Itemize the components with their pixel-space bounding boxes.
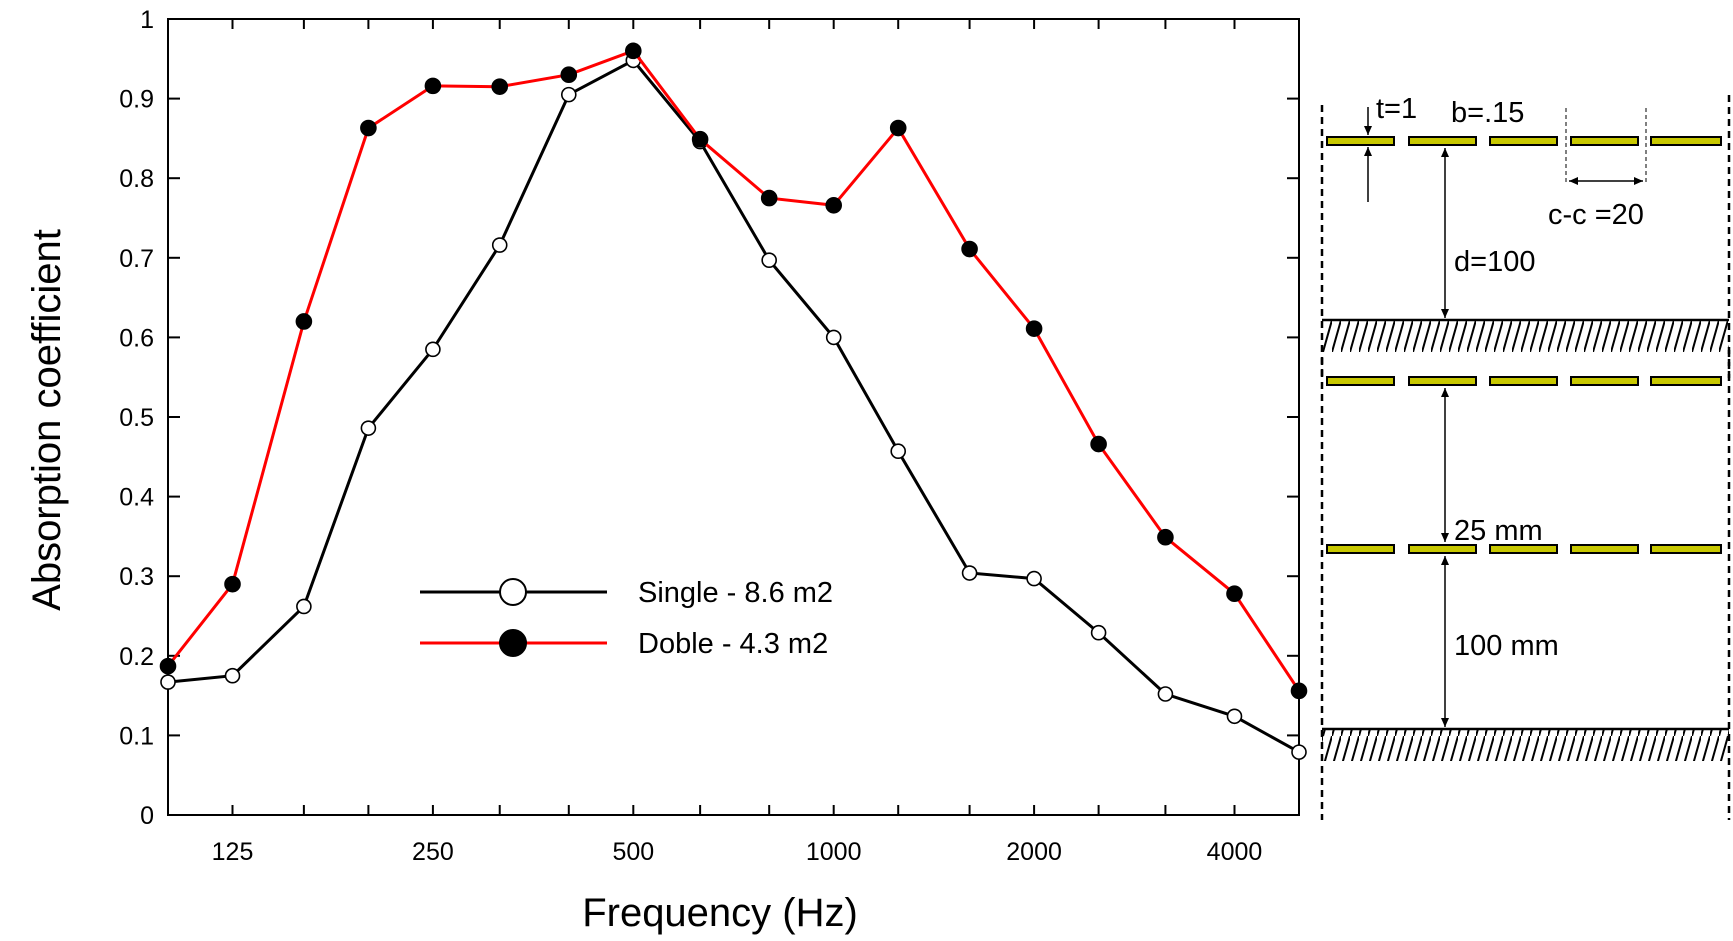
- x-tick-label: 250: [412, 838, 454, 866]
- perforated-panel-row: [1326, 136, 1722, 146]
- data-point: [1226, 585, 1243, 603]
- lower-panel-row: [1326, 544, 1722, 554]
- data-point: [1090, 624, 1107, 641]
- x-tick-label: 4000: [1207, 838, 1263, 866]
- y-axis-ticks: 0 0.1 0.2 0.3 0.4 0.5 0.6 0.7 0.8 0.9 1: [119, 6, 1299, 830]
- data-point: [1290, 682, 1308, 700]
- plot-frame: [167, 18, 1300, 816]
- depth-label: d=100: [1454, 246, 1535, 278]
- data-point: [425, 341, 441, 358]
- data-point: [560, 86, 577, 103]
- data-point: [1026, 570, 1042, 587]
- panel-strip: [1408, 544, 1477, 554]
- y-tick-label: 0.5: [119, 404, 154, 432]
- data-point: [296, 598, 312, 615]
- legend-label-doble: Doble - 4.3 m2: [638, 628, 828, 660]
- double-panel-diagram: 25 mm 100 mm: [1320, 350, 1731, 820]
- x-axis-title: Frequency (Hz): [582, 891, 858, 935]
- data-point: [360, 119, 377, 137]
- data-point: [1157, 528, 1174, 546]
- panel-strip: [1570, 544, 1639, 554]
- data-point: [1226, 708, 1243, 725]
- thickness-label: t=1: [1376, 93, 1417, 125]
- panel-strip: [1570, 376, 1639, 386]
- y-tick-label: 0.6: [119, 324, 154, 352]
- single-panel-diagram: t=1 b=.15 c-c =20 d=100: [1320, 93, 1731, 378]
- panel-strip: [1326, 136, 1395, 146]
- data-point: [491, 78, 509, 95]
- data-point: [1025, 320, 1043, 337]
- data-point: [160, 674, 176, 690]
- data-point: [224, 667, 241, 684]
- panel-strip: [1489, 136, 1558, 146]
- panel-strip: [1408, 376, 1477, 386]
- series-1: [159, 42, 1308, 700]
- data-point: [1090, 435, 1107, 453]
- absorption-chart: 00.10.20.30.40.50.60.70.80.91 125 250 500 1…: [25, 6, 1308, 935]
- panel-strip: [1650, 376, 1722, 386]
- x-tick-label: 125: [212, 838, 254, 866]
- upper-panel-row: [1326, 376, 1722, 386]
- y-tick-label: 0.8: [119, 165, 154, 193]
- y-axis-title: Absorption coefficient: [25, 229, 69, 611]
- data-point: [1157, 686, 1174, 702]
- series-layer: [159, 42, 1308, 760]
- panel-strip: [1650, 136, 1722, 146]
- y-tick-label: 0.4: [119, 484, 154, 512]
- y-tick-label: 0.7: [119, 245, 154, 273]
- data-point: [961, 240, 978, 258]
- panel-strip: [1489, 544, 1558, 554]
- series-line: [167, 58, 1300, 754]
- panel-strip: [1326, 544, 1395, 554]
- data-point: [360, 420, 377, 436]
- data-point: [424, 77, 442, 95]
- data-point: [224, 575, 241, 593]
- data-point: [159, 657, 177, 675]
- y-tick-label: 0.9: [119, 86, 154, 114]
- panel-strip: [1489, 376, 1558, 386]
- legend: Single - 8.6 m2 Doble - 4.3 m2: [420, 577, 833, 660]
- gap-label: 25 mm: [1454, 515, 1543, 547]
- data-point: [961, 565, 978, 581]
- rigid-wall-hatch: [1322, 730, 1729, 761]
- data-point: [691, 130, 709, 148]
- data-point: [491, 237, 508, 253]
- data-point: [560, 66, 578, 84]
- data-point: [1291, 744, 1307, 760]
- panel-strip: [1326, 376, 1395, 386]
- y-tick-label: 0.1: [119, 722, 154, 750]
- x-tick-label: 500: [612, 838, 654, 866]
- data-point: [625, 42, 642, 60]
- y-tick-label: 0.3: [119, 563, 154, 591]
- y-tick-label: 1: [140, 6, 154, 34]
- data-point: [761, 252, 777, 268]
- panel-strip: [1570, 136, 1639, 146]
- x-axis-ticks: 125 250 500 1000 2000 4000: [167, 19, 1300, 866]
- rigid-wall-hatch: [1322, 321, 1729, 352]
- y-tick-label: 0: [140, 802, 154, 830]
- data-point: [825, 196, 842, 214]
- legend-label-single: Single - 8.6 m2: [638, 577, 833, 609]
- legend-marker-doble: [499, 629, 527, 657]
- cc-label: c-c =20: [1548, 199, 1644, 231]
- data-point: [295, 313, 313, 330]
- series-line: [166, 49, 1301, 692]
- x-tick-label: 2000: [1006, 838, 1062, 866]
- width-label: b=.15: [1451, 97, 1524, 129]
- data-point: [825, 329, 842, 346]
- data-point: [889, 119, 907, 137]
- depth-label: 100 mm: [1454, 630, 1559, 662]
- data-point: [890, 443, 907, 460]
- y-tick-label: 0.2: [119, 643, 154, 671]
- legend-marker-single: [499, 578, 527, 606]
- panel-strip: [1650, 544, 1722, 554]
- data-point: [760, 189, 778, 207]
- panel-strip: [1408, 136, 1477, 146]
- x-tick-label: 1000: [806, 838, 862, 866]
